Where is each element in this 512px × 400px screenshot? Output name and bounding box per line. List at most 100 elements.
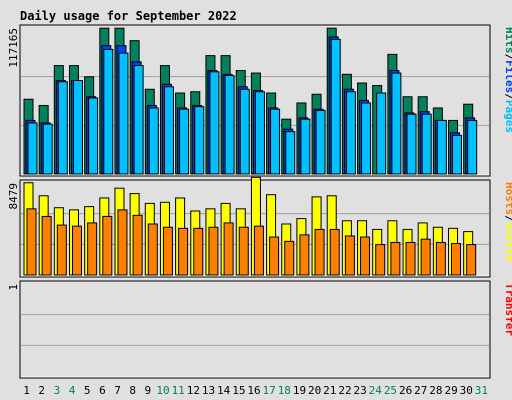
x-tick-label: 24: [369, 384, 383, 397]
bar-pages-day-29: [452, 134, 463, 175]
bar-hosts-day-29: [451, 243, 462, 276]
bar-hosts-day-5: [87, 222, 98, 276]
x-tick-label: 19: [293, 384, 306, 397]
bar-hosts-day-7: [117, 209, 128, 276]
x-tick-label: 29: [444, 384, 457, 397]
bar-hosts-day-21: [329, 228, 340, 276]
bar-hosts-day-10: [162, 226, 173, 276]
bar-pages-day-28: [436, 119, 447, 175]
bar-hosts-day-24: [375, 244, 386, 276]
x-tick-label: 15: [232, 384, 245, 397]
bar-hosts-day-6: [102, 215, 113, 276]
x-tick-label: 6: [99, 384, 106, 397]
bar-hosts-day-3: [56, 224, 67, 276]
x-tick-label: 13: [202, 384, 215, 397]
chart-panels: 117165Hits/Files/Pages8479Hosts/Visits1T…: [7, 24, 512, 379]
bar-pages-day-23: [361, 102, 372, 175]
x-tick-label: 23: [354, 384, 367, 397]
x-tick-label: 14: [217, 384, 231, 397]
bar-hosts-day-28: [435, 241, 446, 276]
bar-pages-day-22: [345, 91, 356, 175]
bar-pages-day-20: [315, 109, 326, 175]
bar-pages-day-5: [88, 97, 99, 175]
bar-hosts-day-27: [420, 238, 431, 276]
bar-pages-day-21: [330, 38, 341, 175]
bar-pages-day-10: [163, 86, 174, 175]
y-max-label: 8479: [7, 183, 20, 210]
x-tick-label: 20: [308, 384, 321, 397]
bar-hosts-day-9: [147, 223, 158, 276]
side-label-part: Hosts: [503, 182, 512, 215]
x-tick-label: 7: [114, 384, 121, 397]
x-tick-label: 25: [384, 384, 397, 397]
bar-hosts-day-1: [26, 208, 37, 276]
bar-hosts-day-12: [193, 227, 204, 276]
side-label-part: Hits: [503, 27, 512, 54]
x-tick-label: 30: [460, 384, 473, 397]
panel-visits: 8479 Hosts/Visits: [7, 176, 512, 278]
bar-pages-day-24: [376, 92, 387, 175]
bar-hosts-day-22: [344, 235, 355, 276]
side-label-hits: Hits/Files/Pages: [503, 27, 512, 133]
bar-pages-day-18: [285, 131, 296, 175]
bar-hosts-day-19: [299, 234, 310, 276]
side-label-part: Pages: [503, 100, 512, 133]
bar-pages-day-25: [391, 72, 402, 175]
bar-pages-day-7: [118, 52, 129, 175]
bar-hosts-day-25: [390, 241, 401, 276]
x-tick-label: 26: [399, 384, 412, 397]
bar-hosts-day-30: [466, 244, 477, 276]
bar-pages-day-30: [467, 119, 478, 175]
bar-pages-day-3: [57, 81, 68, 175]
bar-pages-day-27: [421, 113, 432, 175]
x-axis-labels: 1 2 3 4 5 6 7 8 9 10 11 12 13 14 15 16 17 18 19 20 21 22 23 24 2…: [23, 384, 488, 397]
bar-pages-day-6: [103, 48, 114, 175]
panel-frame: [19, 280, 491, 379]
bar-hosts-day-13: [208, 226, 219, 276]
bar-hosts-day-8: [132, 214, 143, 276]
bar-pages-day-2: [42, 123, 53, 175]
bar-pages-day-16: [254, 91, 265, 175]
x-tick-label: 18: [278, 384, 291, 397]
bar-hosts-day-11: [178, 227, 189, 276]
x-tick-label: 8: [129, 384, 136, 397]
bar-pages-day-9: [148, 107, 159, 175]
x-tick-label: 27: [414, 384, 427, 397]
x-tick-label: 9: [145, 384, 152, 397]
x-tick-label: 1: [23, 384, 30, 397]
bar-hosts-day-2: [41, 215, 52, 276]
panel-hits: 117165 Hits/Files/Pages: [7, 24, 512, 177]
side-label-part: Transfer: [503, 283, 512, 336]
bar-pages-day-19: [300, 118, 311, 175]
bar-pages-day-15: [239, 88, 250, 175]
bar-pages-day-8: [133, 65, 144, 175]
x-tick-label: 4: [69, 384, 76, 397]
bar-hosts-day-15: [238, 226, 249, 276]
x-tick-label: 11: [172, 384, 185, 397]
bar-pages-day-12: [194, 106, 205, 175]
bar-hosts-day-16: [253, 225, 264, 276]
bar-hosts-day-18: [284, 240, 295, 276]
side-label-part: /: [503, 93, 512, 100]
chart-title: Daily usage for September 2022: [20, 9, 237, 23]
side-label-part: /: [503, 54, 512, 61]
bar-hosts-day-20: [314, 228, 325, 276]
side-label-part: Visits: [503, 222, 512, 262]
bar-hosts-day-17: [269, 236, 280, 276]
side-label-part: /: [503, 215, 512, 222]
x-tick-label: 10: [156, 384, 169, 397]
bar-pages-day-11: [179, 108, 190, 175]
bar-pages-day-13: [209, 71, 220, 175]
x-tick-label: 22: [338, 384, 351, 397]
panel-transfer: 1 Transfer: [7, 280, 512, 379]
bar-hosts-day-4: [71, 225, 82, 276]
y-max-label: 1: [7, 284, 20, 291]
x-tick-label: 5: [84, 384, 91, 397]
x-tick-label: 21: [323, 384, 336, 397]
x-tick-label: 31: [475, 384, 488, 397]
x-tick-label: 28: [429, 384, 442, 397]
x-tick-label: 16: [247, 384, 260, 397]
y-max-label: 117165: [7, 28, 20, 68]
bar-hosts-day-23: [360, 236, 371, 276]
